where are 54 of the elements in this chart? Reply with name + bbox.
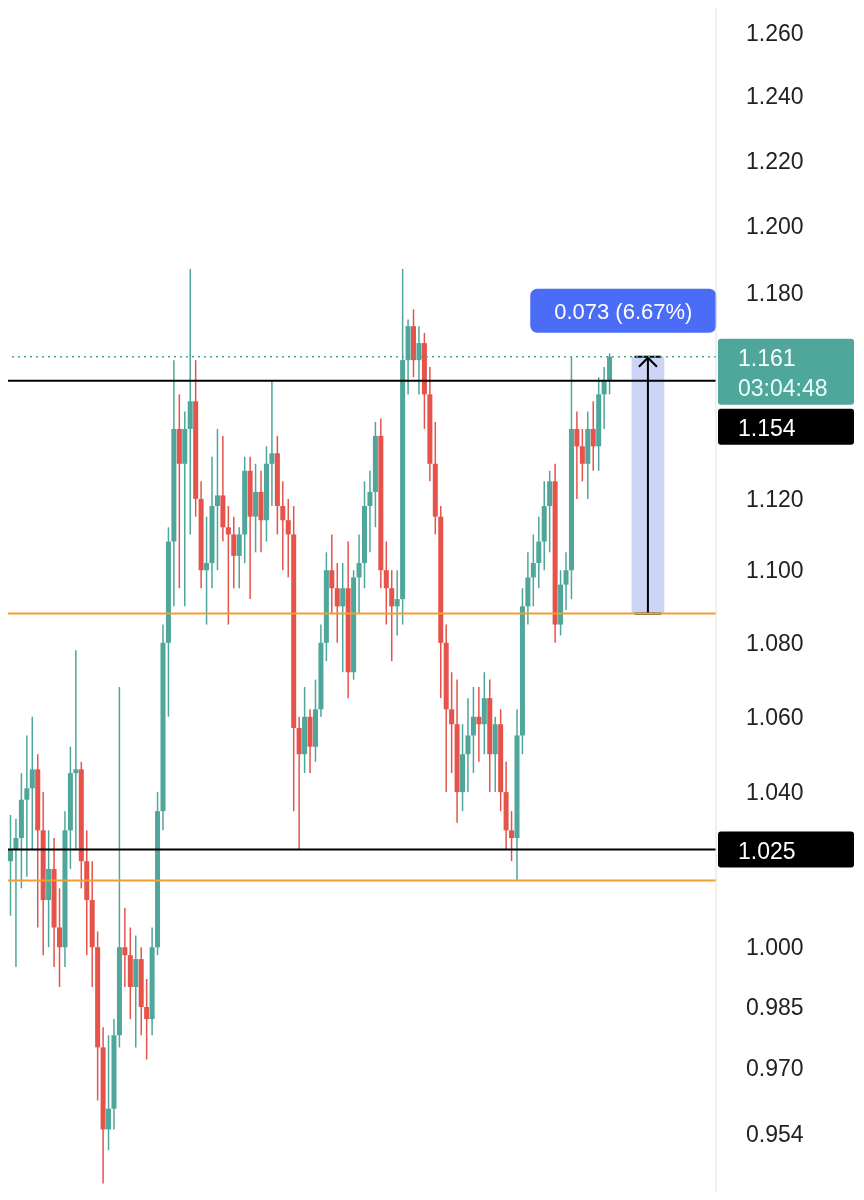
candlestick (204, 515, 210, 626)
candlestick (122, 907, 128, 988)
candlestick (563, 551, 569, 611)
candlestick (530, 533, 536, 608)
y-tick-label: 0.970 (746, 1054, 804, 1081)
candlestick (269, 379, 275, 507)
y-tick-label: 1.200 (746, 213, 804, 240)
candlestick (340, 562, 346, 673)
ref-line-label: 1.161 (738, 344, 796, 371)
text: 03:04:48 (738, 374, 828, 401)
candlestick (574, 410, 580, 500)
candlestick (225, 505, 231, 626)
ref-line-label: 1.154 (738, 414, 796, 441)
candlestick (394, 569, 400, 637)
candlestick (13, 818, 19, 968)
candlestick (285, 498, 291, 579)
y-tick-label: 1.100 (746, 557, 804, 584)
candlestick (57, 887, 63, 988)
y-tick-label: 0.954 (746, 1120, 804, 1147)
y-tick-label: 1.180 (746, 279, 804, 306)
y-tick-label: 1.080 (746, 629, 804, 656)
y-tick-label: 1.220 (746, 147, 804, 174)
candlestick (231, 515, 237, 589)
candlestick (470, 686, 476, 774)
candlestick (214, 428, 220, 571)
candlestick (236, 526, 242, 589)
candlestick (389, 569, 395, 662)
candlestick (367, 470, 373, 554)
candlestick (329, 533, 335, 615)
candlestick (334, 562, 340, 644)
candlestick (509, 810, 515, 862)
candlestick (106, 1034, 112, 1151)
candlestick (280, 480, 286, 571)
candlestick (449, 671, 455, 774)
candlestick (590, 400, 596, 472)
candlestick (73, 649, 79, 851)
candlestick (476, 686, 482, 763)
candlestick (24, 734, 30, 878)
y-tick-label: 1.040 (746, 779, 804, 806)
band-label: 0.073 (6.67%) (554, 298, 693, 324)
y-tick-label: 1.240 (746, 83, 804, 110)
ref-line-label: 1.025 (738, 837, 796, 864)
y-tick-label: 0.985 (746, 994, 804, 1021)
y-tick-label: 1.120 (746, 485, 804, 512)
candlestick (579, 428, 585, 483)
y-tick-label: 1.260 (746, 20, 804, 47)
y-tick-label: 1.000 (746, 934, 804, 961)
candlestick (465, 697, 471, 793)
y-tick-label: 1.060 (746, 703, 804, 730)
candlestick (356, 533, 362, 615)
candlestick (536, 515, 542, 589)
candlestick (383, 540, 389, 626)
candlestick (144, 978, 150, 1061)
candlestick (29, 716, 35, 851)
